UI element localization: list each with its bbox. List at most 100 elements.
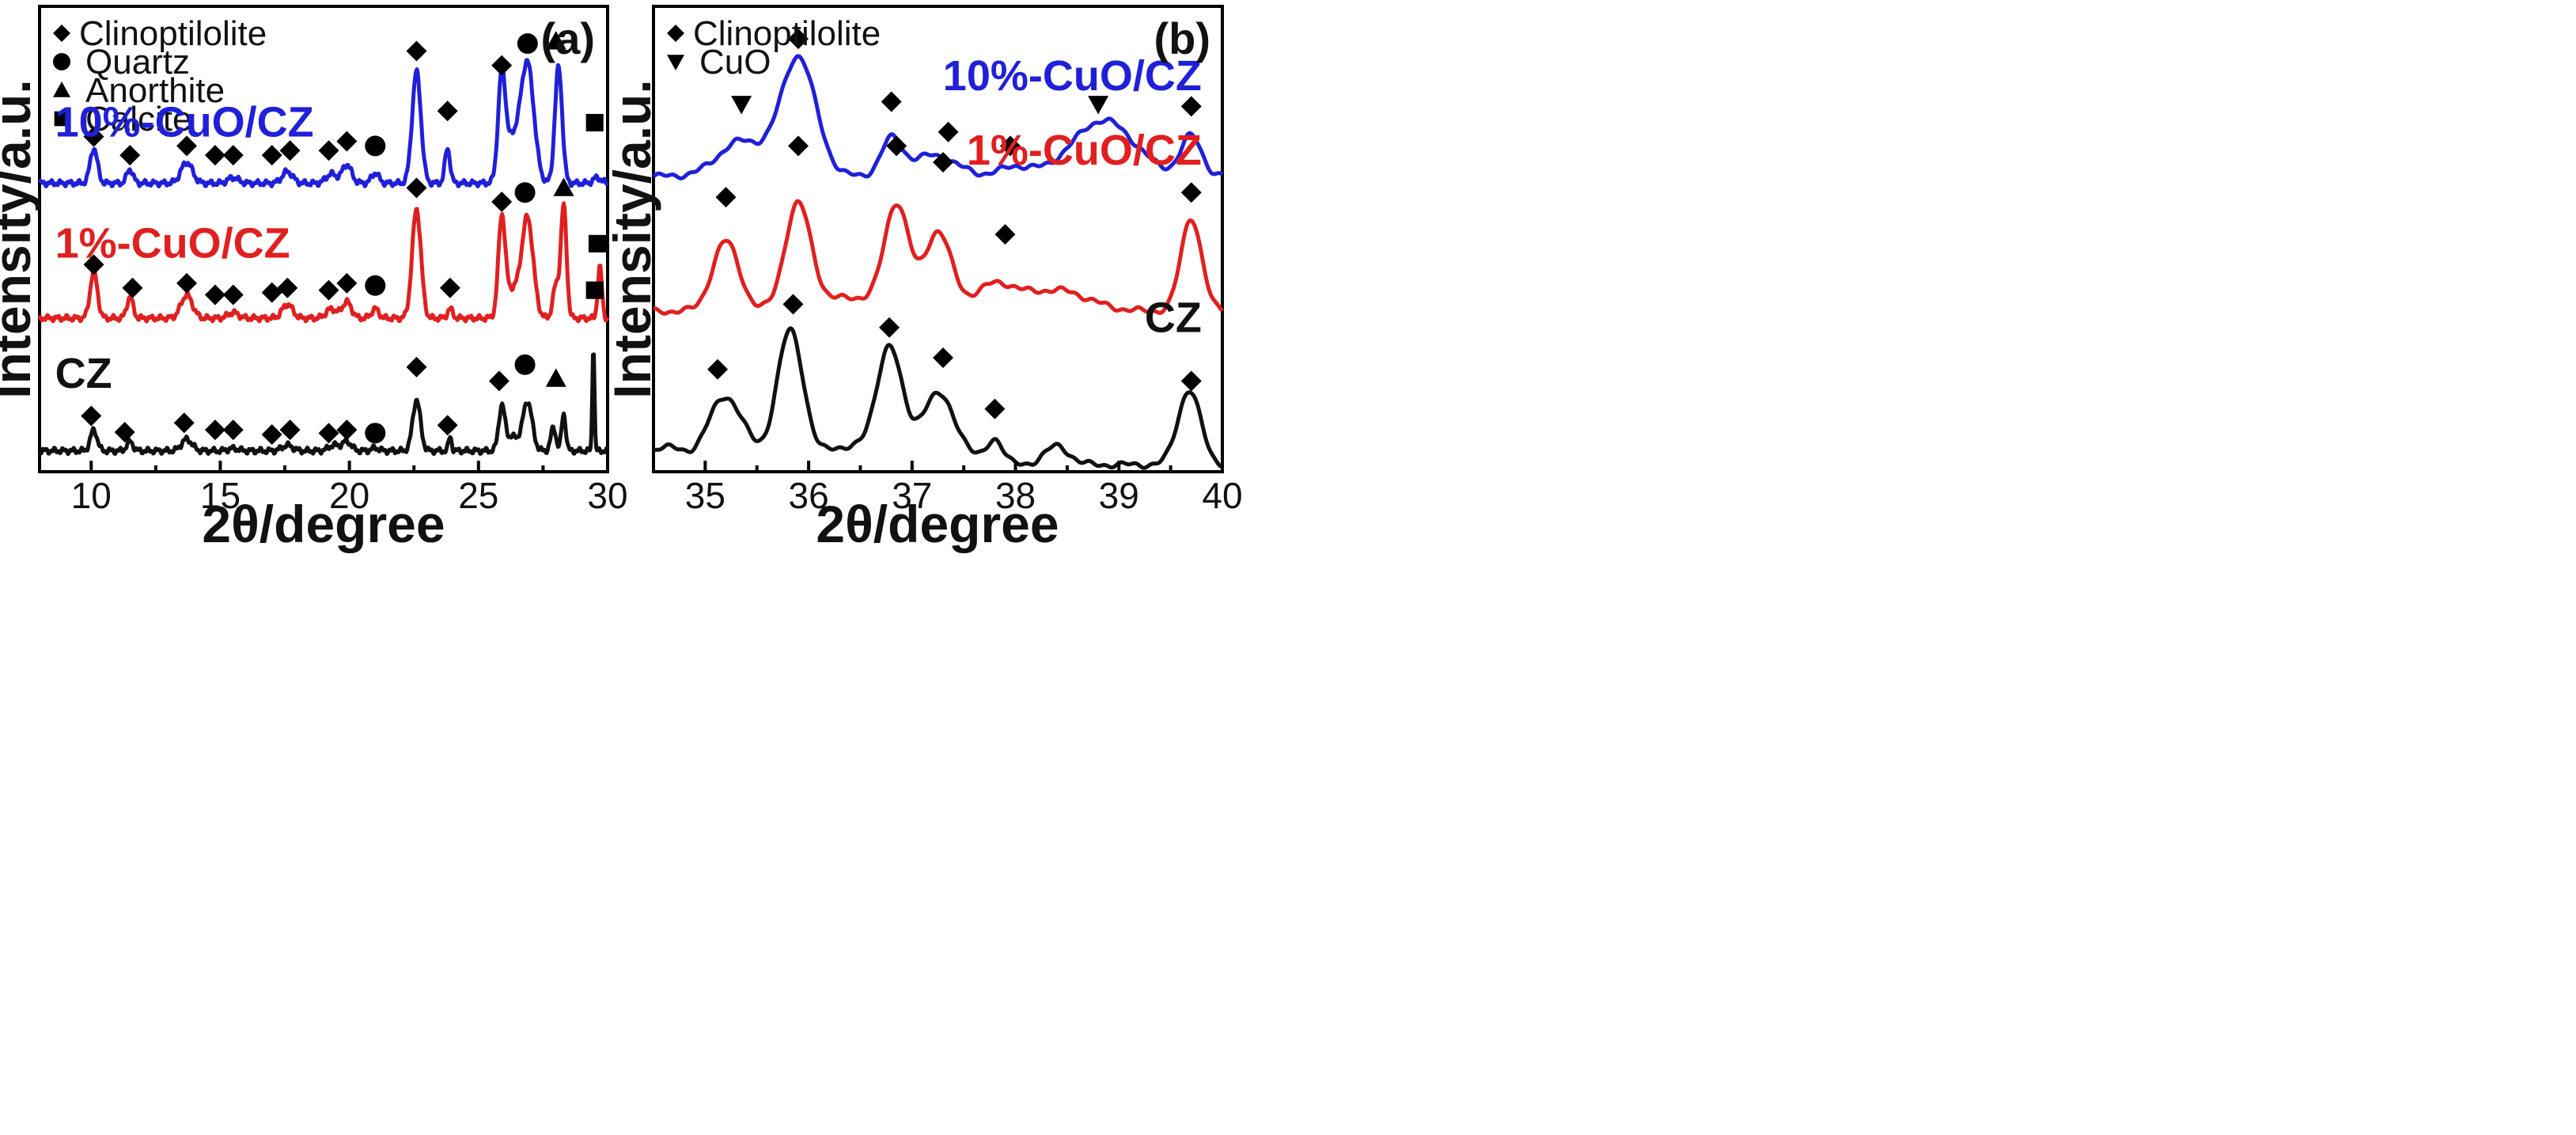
panel-a-diamond-marker bbox=[122, 277, 143, 298]
panel-a-circle-marker bbox=[514, 354, 536, 375]
panel-a-diamond-marker bbox=[83, 254, 104, 275]
panel-a-series-label: CZ bbox=[55, 350, 112, 397]
panel-a-x-ticks: 10 15 20 25 30 bbox=[71, 461, 628, 516]
panel-a-diamond-marker bbox=[437, 101, 458, 122]
panel-a-diamond-marker bbox=[204, 419, 225, 441]
panel-a-diamond-marker bbox=[119, 145, 141, 166]
panel-a-x-tick-label: 30 bbox=[587, 475, 627, 516]
panel-a-x-axis-label: 2θ/degree bbox=[202, 495, 445, 553]
panel-a-circle-marker bbox=[365, 135, 386, 157]
panel-b-x-ticks: 35 36 37 38 39 40 bbox=[652, 461, 1243, 516]
panel-a-x-tick-label: 15 bbox=[200, 475, 241, 516]
panel-b-label: (b) bbox=[1154, 13, 1210, 63]
panel-a-x-tick-label: 20 bbox=[329, 475, 369, 516]
panel-a-plot: 10 15 20 25 30 ClinoptiloliteQuartzAnorthite… bbox=[0, 5, 628, 553]
panel-a-diamond-marker bbox=[114, 422, 135, 443]
panel-b-diamond-marker bbox=[879, 317, 900, 338]
panel-a-diamond-marker bbox=[437, 415, 458, 436]
panel-b-legend-triangle-down-icon bbox=[667, 55, 684, 70]
panel-a-diamond-marker bbox=[173, 412, 195, 434]
panel-a-legend-label: Anorthite bbox=[85, 71, 225, 110]
panel-a-diamond-marker bbox=[491, 55, 513, 76]
panel-a-diamond-marker bbox=[279, 419, 301, 441]
panel-b-curve-10-cuo-cz bbox=[652, 54, 1224, 180]
panel-a-legend-label: Clinoptilolite bbox=[79, 14, 267, 53]
panel-b-diamond-marker bbox=[933, 151, 954, 173]
panel-b-triangle-down-marker bbox=[731, 96, 752, 115]
panel-a-square-marker bbox=[585, 281, 604, 299]
panel-b-x-axis-label: 2θ/degree bbox=[816, 495, 1059, 553]
panel-a-frame bbox=[38, 5, 609, 473]
panel-a-circle-marker bbox=[365, 423, 386, 444]
panel-a-diamond-marker bbox=[83, 126, 104, 147]
panel-a-legend-label: Quartz bbox=[85, 43, 190, 82]
panel-a-diamond-marker bbox=[222, 284, 244, 306]
panel-a-diamond-marker bbox=[491, 191, 513, 212]
panel-b-x-tick-label: 38 bbox=[995, 475, 1036, 516]
panel-b-diamond-marker bbox=[1180, 370, 1202, 392]
panel-b-diamond-marker bbox=[782, 294, 804, 315]
panel-a-curve-1-cuo-cz bbox=[37, 201, 610, 324]
panel-a-diamond-marker bbox=[222, 419, 244, 441]
panel-a-series-label: 1%-CuO/CZ bbox=[55, 220, 290, 268]
panel-a-circle-marker bbox=[517, 33, 538, 55]
panel-a-diamond-marker bbox=[336, 131, 358, 152]
panel-b-diamond-marker bbox=[933, 347, 954, 368]
panel-b-x-tick-label: 39 bbox=[1099, 475, 1139, 516]
panel-b-diamond-marker bbox=[1000, 135, 1021, 157]
panel-a-diamond-marker bbox=[204, 145, 225, 166]
panel-a-diamond-marker bbox=[406, 40, 427, 62]
panel-b-series-labels: 10%-CuO/CZ 1%-CuO/CZ CZ bbox=[943, 52, 1202, 342]
panel-b-diamond-marker bbox=[788, 28, 809, 50]
panel-b-series-label: 1%-CuO/CZ bbox=[967, 127, 1202, 174]
panel-b-diamond-marker bbox=[984, 398, 1006, 419]
panel-b-diamond-marker bbox=[1180, 96, 1202, 117]
panel-b-diamond-marker bbox=[938, 121, 959, 142]
panel-a-x-tick-label: 10 bbox=[71, 475, 112, 516]
panel-b-triangle-down-marker bbox=[1088, 96, 1109, 115]
panel-a-diamond-marker bbox=[176, 135, 198, 157]
panel-a-circle-marker bbox=[514, 182, 536, 203]
panel-b-legend-label: Clinoptilolite bbox=[693, 14, 881, 53]
panel-b-x-tick-label: 37 bbox=[892, 475, 932, 516]
panel-a-legend-circle-icon bbox=[53, 53, 70, 70]
panel-b-diamond-marker bbox=[994, 224, 1016, 245]
panel-a-diamond-marker bbox=[406, 356, 427, 378]
panel-b-curves bbox=[652, 54, 1224, 470]
panel-a-diamond-marker bbox=[277, 277, 298, 298]
panel-a-square-marker bbox=[588, 234, 606, 252]
panel-a-triangle-up-marker bbox=[553, 177, 574, 196]
panel-b-series-label: 10%-CuO/CZ bbox=[943, 52, 1202, 100]
panel-a-diamond-marker bbox=[81, 405, 102, 427]
panel-a-diamond-marker bbox=[261, 282, 282, 303]
panel-a-diamond-marker bbox=[406, 177, 427, 199]
panel-a-x-tick-label: 25 bbox=[458, 475, 498, 516]
panel-a-legend-diamond-icon bbox=[53, 25, 70, 42]
panel-a-legend-square-icon bbox=[54, 111, 70, 127]
panel-a-diamond-marker bbox=[261, 423, 282, 445]
panel-a-triangle-up-marker bbox=[545, 31, 566, 50]
panel-b-diamond-marker bbox=[886, 135, 907, 157]
panel-a-triangle-up-marker bbox=[545, 368, 566, 387]
panel-a-diamond-marker bbox=[318, 140, 339, 161]
panel-b-curve-cz bbox=[652, 326, 1224, 470]
panel-b-frame bbox=[652, 5, 1224, 473]
panel-a-diamond-marker bbox=[439, 277, 460, 298]
panel-b-legend-label: CuO bbox=[699, 43, 771, 82]
panel-a-curves bbox=[37, 58, 610, 457]
panel-a-diamond-marker bbox=[488, 370, 510, 392]
panel-a-diamond-marker bbox=[261, 145, 282, 166]
panel-a-y-axis-label: Intensity/a.u. bbox=[0, 79, 41, 398]
panel-a-circle-marker bbox=[365, 275, 386, 296]
panel-b-legend-diamond-icon bbox=[667, 25, 684, 42]
panel-b-y-axis-label: Intensity/a.u. bbox=[603, 79, 661, 398]
panel-a-series-label: 10%-CuO/CZ bbox=[55, 99, 314, 146]
panel-a-diamond-marker bbox=[336, 419, 358, 441]
panel-a-diamond-marker bbox=[318, 423, 339, 444]
panel-a-curve-10-cuo-cz bbox=[37, 58, 609, 189]
panel-a-label: (a) bbox=[541, 13, 595, 63]
panel-b-diamond-marker bbox=[881, 91, 902, 112]
